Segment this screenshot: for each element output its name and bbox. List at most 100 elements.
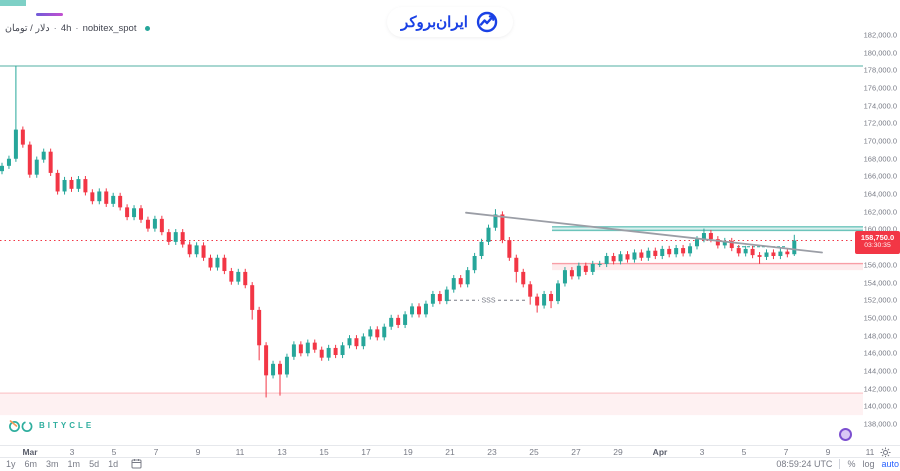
calendar-icon[interactable]	[131, 458, 142, 469]
time-axis[interactable]: Mar 3 5 7 9 11 13 15 17 19 21 23 25 27 29 Apr 3 5 7 9 11	[0, 447, 900, 458]
market-status-dot-icon	[145, 26, 151, 31]
candle-body	[271, 363, 276, 376]
candle-body	[118, 195, 123, 208]
candle-body	[159, 218, 164, 233]
legend-interval[interactable]: 4h	[60, 23, 72, 34]
candle-body	[632, 252, 637, 260]
price-axis-label: 140,000.0	[863, 401, 897, 411]
candle-body	[660, 248, 665, 256]
candle-body	[681, 248, 686, 254]
candle-body	[326, 347, 331, 358]
time-axis-label: 7	[153, 447, 159, 457]
range-5d-button[interactable]: 5d	[89, 458, 100, 469]
candle-body	[368, 329, 373, 337]
price-axis[interactable]: 182,000.0 180,000.0 178,000.0 176,000.0 174,…	[852, 0, 900, 445]
current-price-label: 158,750.0 03:30:35	[855, 231, 900, 254]
price-axis-label: 182,000.0	[863, 30, 897, 40]
axis-settings-gear-icon[interactable]	[880, 447, 891, 458]
sss-label: SSS	[481, 298, 495, 305]
bitycle-watermark: BITYCLE	[8, 418, 94, 433]
price-axis-label: 154,000.0	[863, 278, 897, 288]
auto-scale-button[interactable]: auto	[881, 459, 899, 469]
legend-symbol[interactable]: دلار / تومان	[5, 23, 50, 34]
candle-body	[479, 241, 484, 256]
candle-body	[722, 240, 727, 246]
candle-body	[528, 284, 533, 297]
candle-body	[410, 306, 415, 315]
resistance-zone[interactable]	[552, 226, 863, 231]
candle-body	[264, 345, 269, 376]
candle-body	[166, 232, 171, 242]
candle-body	[736, 248, 741, 254]
candle-body	[229, 271, 234, 282]
candle-body	[569, 270, 574, 277]
range-1m-button[interactable]: 1m	[67, 458, 81, 469]
date-range-toolbar: 1y 6m 3m 1m 5d 1d	[6, 458, 142, 469]
candle-body	[611, 256, 616, 262]
time-axis-label: 19	[403, 447, 413, 457]
candle-body	[27, 144, 32, 175]
range-1d-button[interactable]: 1d	[108, 458, 119, 469]
candle-body	[173, 232, 178, 242]
candle-body	[743, 248, 748, 254]
time-axis-label: 5	[741, 447, 747, 457]
candle-body	[389, 317, 394, 327]
price-axis-label: 168,000.0	[863, 154, 897, 164]
time-axis-border	[0, 445, 900, 446]
candle-body	[493, 214, 498, 228]
demand-zone[interactable]	[0, 393, 863, 416]
legend-exchange[interactable]: nobitex_spot	[82, 23, 137, 34]
candle-body	[319, 349, 324, 358]
time-axis-label: 21	[445, 447, 455, 457]
candle-body	[90, 192, 95, 202]
candle-body	[430, 294, 435, 304]
candle-body	[465, 270, 470, 285]
clock-utc[interactable]: 08:59:24 UTC	[776, 459, 833, 469]
candle-body	[347, 338, 352, 346]
candle-body	[778, 251, 783, 256]
chart-legend[interactable]: دلار / تومان · 4h · nobitex_spot	[5, 23, 151, 34]
price-axis-label: 150,000.0	[863, 313, 897, 323]
candle-body	[750, 248, 755, 256]
candle-body	[62, 179, 67, 192]
candle-body	[458, 278, 463, 285]
price-axis-label: 176,000.0	[863, 83, 897, 93]
candle-body	[382, 326, 387, 338]
iranbroker-chart-circle-icon	[476, 11, 498, 33]
price-axis-label: 162,000.0	[863, 207, 897, 217]
descending-trendline[interactable]	[465, 211, 823, 254]
time-axis-label: 11	[865, 447, 875, 457]
range-3m-button[interactable]: 3m	[46, 458, 59, 469]
price-axis-label: 142,000.0	[863, 384, 897, 394]
toolbar-fragment-purple	[36, 13, 63, 16]
price-axis-label: 174,000.0	[863, 101, 897, 111]
time-axis-label: 27	[571, 447, 581, 457]
candle-body	[361, 336, 366, 347]
candle-body	[222, 257, 227, 272]
candle-body	[152, 218, 157, 229]
candle-body	[785, 251, 790, 255]
range-6m-button[interactable]: 6m	[24, 458, 38, 469]
price-axis-label: 166,000.0	[863, 171, 897, 181]
candle-body	[187, 244, 192, 255]
candle-body	[375, 329, 380, 338]
iranbroker-logo-text: ایران‌بروکر	[401, 14, 468, 31]
candle-body	[708, 233, 713, 240]
candle-body	[535, 296, 540, 306]
drawing-tool-marker-icon[interactable]	[839, 428, 852, 441]
range-1y-button[interactable]: 1y	[6, 458, 16, 469]
candle-body	[618, 254, 623, 262]
candle-body	[757, 255, 762, 257]
time-axis-label: 13	[277, 447, 287, 457]
candle-body	[180, 232, 185, 245]
candle-body	[437, 294, 442, 302]
support-zone[interactable]	[552, 263, 863, 271]
log-scale-button[interactable]: log	[862, 459, 875, 469]
candle-body	[34, 159, 39, 175]
percent-scale-button[interactable]: %	[847, 459, 856, 469]
candle-body	[688, 246, 693, 254]
time-axis-label: 29	[613, 447, 623, 457]
bottom-bar-border	[0, 457, 900, 458]
